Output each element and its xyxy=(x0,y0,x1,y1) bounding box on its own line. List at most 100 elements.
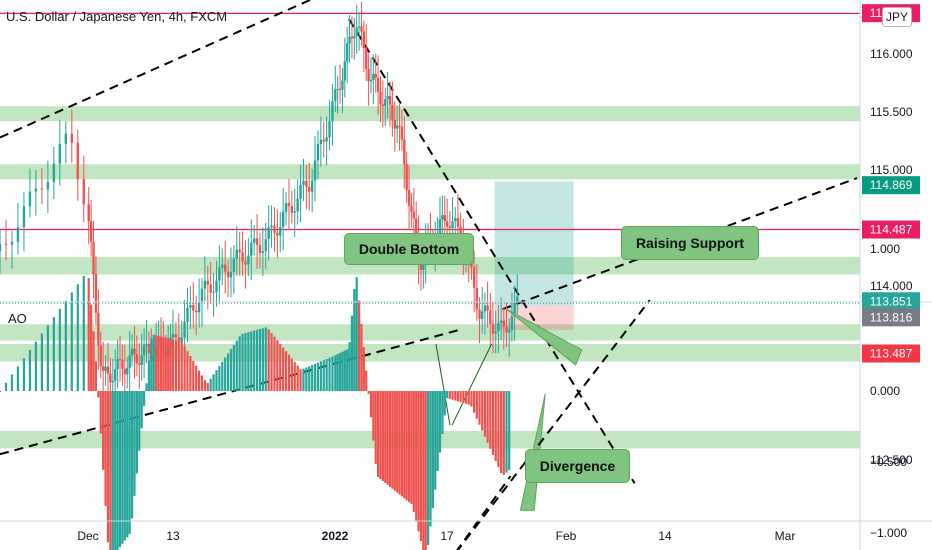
support-zone-2 xyxy=(0,164,860,180)
candle-body xyxy=(273,225,276,233)
ao-bar xyxy=(116,391,119,550)
ao-bar xyxy=(192,360,195,391)
ao-bar xyxy=(367,391,370,394)
candle-body xyxy=(109,373,112,383)
ao-bar xyxy=(224,357,227,391)
ao-bar xyxy=(253,330,256,391)
currency-button[interactable]: JPY xyxy=(882,7,912,27)
ao-bar xyxy=(126,391,129,538)
candle-body xyxy=(475,287,479,310)
ao-bar xyxy=(489,391,492,449)
ao-bar xyxy=(64,300,67,391)
ao-bar xyxy=(417,391,420,532)
price-tick-4: 114.000 xyxy=(870,279,913,293)
candle-body xyxy=(101,366,105,371)
candle-body xyxy=(456,218,460,227)
candle-body xyxy=(336,88,339,90)
ao-bar xyxy=(381,391,384,481)
time-tick-7: Mar xyxy=(775,529,796,543)
ao-bar xyxy=(377,391,380,478)
candle-body xyxy=(393,119,396,129)
candle-body xyxy=(281,211,285,227)
ao-bar xyxy=(386,391,389,485)
candle-body xyxy=(180,337,183,343)
time-tick-2: 13 xyxy=(166,529,180,543)
ao-bar xyxy=(407,391,411,503)
ao-bar xyxy=(494,391,497,461)
ao-bar xyxy=(362,347,365,391)
candle-body xyxy=(123,368,127,375)
candle-body xyxy=(341,80,344,90)
ao-bar xyxy=(427,391,430,546)
support-zone-3 xyxy=(0,257,860,275)
candle-body xyxy=(76,142,79,180)
ao-bar xyxy=(353,289,356,391)
ao-bar xyxy=(255,329,259,391)
price-label-3: 114.487 xyxy=(870,223,913,237)
take-profit-box xyxy=(494,181,574,306)
candle-body xyxy=(138,363,141,365)
ao-bar xyxy=(121,391,124,544)
ao-bar xyxy=(316,362,320,391)
price-label-bg-3 xyxy=(862,220,920,239)
ao-bar xyxy=(346,349,349,391)
ao-bar xyxy=(200,375,204,391)
ao-bar xyxy=(372,391,375,441)
candle-body xyxy=(218,267,221,281)
candle-body xyxy=(64,133,68,144)
candle-body xyxy=(379,91,382,105)
time-tick-6: 14 xyxy=(658,529,672,543)
candle-body xyxy=(308,186,311,192)
ao-bar xyxy=(481,391,484,431)
candle-body xyxy=(177,337,180,343)
candle-body xyxy=(386,96,389,100)
ao-bar xyxy=(270,333,273,391)
candle-body xyxy=(412,211,416,219)
ao-bar xyxy=(475,391,478,419)
candle-body xyxy=(34,188,38,192)
ao-bar xyxy=(186,351,189,391)
support-zone-5 xyxy=(0,344,860,362)
ao-bar xyxy=(365,370,368,391)
ao-bar xyxy=(145,383,148,391)
ao-bar xyxy=(436,391,439,472)
ao-bar xyxy=(412,391,415,512)
ao-bar xyxy=(102,391,105,470)
ao-bar xyxy=(70,292,73,391)
ao-bar xyxy=(483,391,487,437)
candle-body xyxy=(360,26,363,32)
ao-bar xyxy=(350,315,354,391)
candle-body xyxy=(513,301,516,317)
ao-bar xyxy=(221,361,224,391)
candle-body xyxy=(10,241,14,245)
candle-body xyxy=(334,89,337,102)
candle-body xyxy=(481,311,484,319)
candle-body xyxy=(252,238,256,243)
candle-body xyxy=(338,88,342,90)
double-bottom-arrow-2 xyxy=(451,343,493,426)
candle-body xyxy=(116,358,119,370)
candle-body xyxy=(316,144,320,161)
ao-bar xyxy=(22,358,26,391)
ao-bar xyxy=(183,346,186,391)
candle-body xyxy=(388,96,392,105)
ao-bar xyxy=(296,365,299,391)
candle-body xyxy=(192,305,195,311)
ao-bar xyxy=(212,374,215,391)
candle-body xyxy=(348,36,351,44)
ao-bar xyxy=(374,391,377,464)
candle-body xyxy=(472,267,476,288)
ao-bar xyxy=(391,391,394,489)
candle-body xyxy=(0,243,2,252)
price-candles xyxy=(0,2,519,404)
ao-bar xyxy=(167,338,170,391)
ao-bar xyxy=(104,391,107,507)
candle-body xyxy=(104,366,107,371)
ao-bar xyxy=(403,391,406,499)
candle-body xyxy=(299,184,302,199)
double-bottom-callout: Double Bottom xyxy=(344,233,474,265)
candle-body xyxy=(4,243,8,245)
candle-body xyxy=(369,80,373,82)
